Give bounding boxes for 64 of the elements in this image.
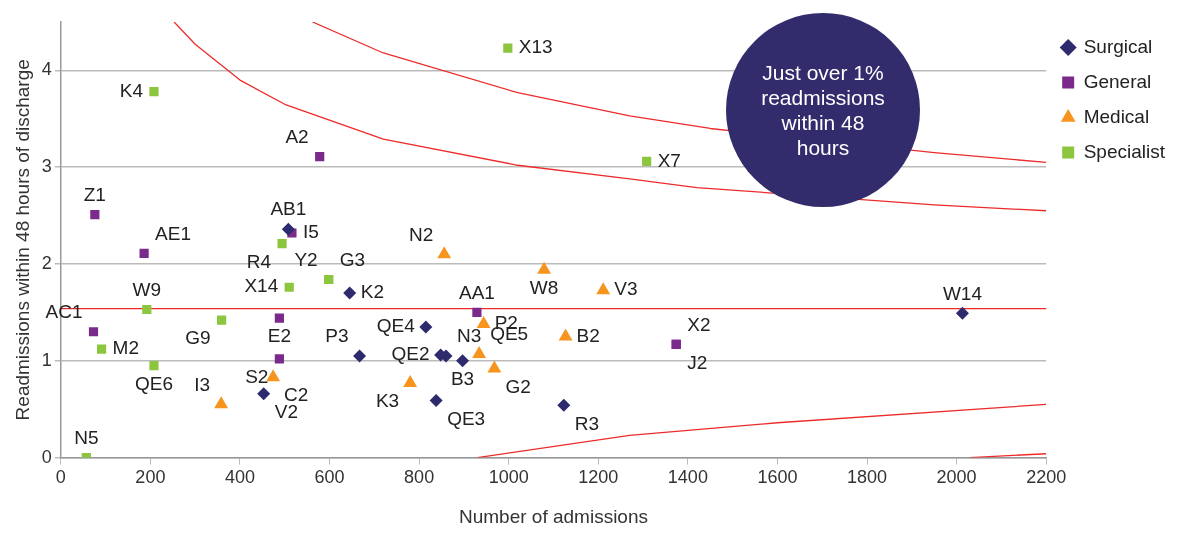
annotation: N5 (74, 426, 99, 448)
annotation: K4 (119, 79, 144, 101)
legend-label: General (1083, 70, 1152, 92)
y-tick-label: 3 (41, 156, 52, 177)
y-axis-title: Readmissions within 48 hours of discharge (11, 59, 33, 421)
annotation: K2 (360, 281, 384, 303)
annotation: W9 (132, 278, 162, 300)
annotation: X13 (518, 36, 553, 58)
annotation: N3 (457, 325, 482, 347)
y-tick-label: 1 (41, 349, 52, 370)
annotation: AA1 (458, 281, 495, 303)
x-tick-label: 0 (55, 467, 66, 488)
x-tick-label: 2200 (1026, 467, 1067, 488)
annotation: G3 (339, 248, 366, 270)
x-tick-label: 1800 (847, 467, 888, 488)
annotation: R3 (574, 412, 600, 434)
annotation: QE6 (134, 372, 173, 394)
annotation: P3 (325, 325, 349, 347)
annotation: QE4 (376, 315, 416, 337)
annotation: QE3 (447, 407, 486, 429)
annotation: I5 (302, 221, 319, 243)
x-tick-label: 800 (404, 467, 435, 488)
x-tick-label: 200 (135, 467, 166, 488)
annotation: A2 (285, 125, 309, 147)
annotation: I3 (194, 373, 211, 395)
legend-label: Medical (1083, 105, 1150, 127)
annotation: AE1 (155, 222, 192, 244)
x-tick-label: 600 (314, 467, 345, 488)
annotation: X14 (244, 275, 279, 297)
annotation: Y2 (294, 248, 318, 270)
annotation: Z1 (83, 183, 106, 205)
legend-label: Surgical (1083, 35, 1153, 57)
x-tick-label: 400 (224, 467, 255, 488)
x-tick-label: 1000 (488, 467, 529, 488)
annotation: M2 (112, 337, 139, 359)
annotation: X7 (657, 149, 681, 171)
annotation: W14 (942, 282, 983, 304)
annotation: J2 (687, 351, 708, 373)
annotation: N2 (408, 223, 434, 245)
x-tick-label: 2000 (936, 467, 977, 488)
annotation: AB1 (270, 198, 307, 220)
annotation: AC1 (45, 300, 83, 322)
y-tick-label: 4 (41, 59, 52, 80)
y-tick-label: 2 (41, 252, 52, 273)
annotation: S2 (245, 366, 269, 388)
annotation: E2 (267, 325, 292, 347)
annotation: Just over 1% readmissions within 48 hours (760, 60, 886, 160)
annotation: QE2 (391, 343, 430, 365)
annotation: B3 (450, 368, 475, 390)
annotation: B2 (576, 324, 600, 346)
x-tick-label: 1600 (757, 467, 798, 488)
annotation: G9 (185, 327, 211, 349)
y-tick-label: 0 (41, 446, 52, 467)
circle: Just over 1% readmissions within 48 hours (726, 13, 920, 207)
annotation: V3 (614, 278, 638, 300)
annotation: G2 (505, 375, 531, 397)
x-axis-title: Number of admissions (458, 505, 649, 527)
x-tick-label: 1400 (667, 467, 708, 488)
annotation: K3 (375, 390, 400, 412)
legend-label: Specialist (1083, 140, 1166, 162)
annotation: W8 (529, 277, 559, 299)
annotation: R4 (246, 250, 272, 272)
x-tick-label: 1200 (578, 467, 619, 488)
annotation: X2 (687, 313, 711, 335)
